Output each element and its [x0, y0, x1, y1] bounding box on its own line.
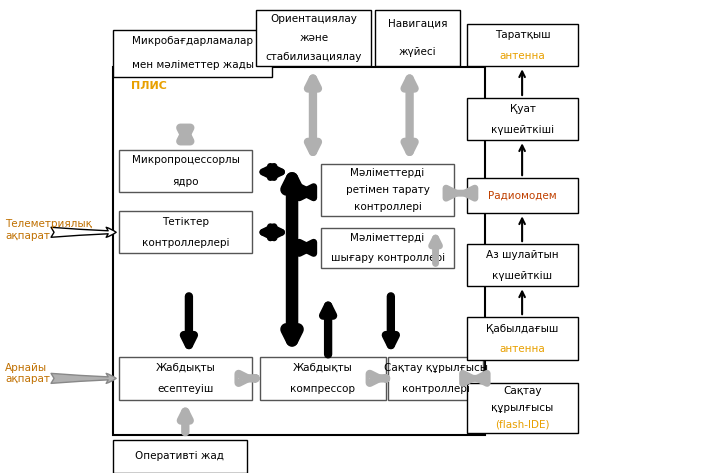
Text: антенна: антенна	[500, 51, 545, 61]
Text: есептеуіш: есептеуіш	[158, 384, 214, 394]
FancyBboxPatch shape	[119, 150, 253, 192]
Text: Мәліметтерді: Мәліметтерді	[350, 233, 425, 243]
Text: жүйесі: жүйесі	[399, 47, 437, 57]
Text: мен мәліметтер жады: мен мәліметтер жады	[132, 60, 253, 70]
FancyBboxPatch shape	[321, 228, 455, 268]
FancyBboxPatch shape	[260, 357, 386, 400]
Text: күшейткіші: күшейткіші	[491, 125, 554, 135]
Text: Микробағдарламалар: Микробағдарламалар	[132, 36, 253, 46]
FancyBboxPatch shape	[375, 10, 460, 66]
Text: Қуат: Қуат	[510, 104, 536, 114]
Text: күшейткіш: күшейткіш	[492, 271, 552, 281]
FancyBboxPatch shape	[321, 164, 455, 216]
FancyBboxPatch shape	[113, 67, 484, 435]
Text: антенна: антенна	[500, 344, 545, 354]
FancyBboxPatch shape	[119, 211, 253, 254]
Text: құрылғысы: құрылғысы	[492, 403, 554, 413]
Text: Қабылдағыш: Қабылдағыш	[487, 323, 559, 333]
Text: Микропроцессорлы: Микропроцессорлы	[132, 155, 240, 165]
Text: контроллерлері: контроллерлері	[142, 238, 230, 248]
Text: контроллері: контроллері	[353, 202, 421, 212]
Text: компрессор: компрессор	[290, 384, 355, 394]
FancyBboxPatch shape	[466, 317, 578, 359]
Text: Жабдықты: Жабдықты	[156, 363, 216, 373]
Text: Тетіктер: Тетіктер	[162, 217, 209, 227]
FancyBboxPatch shape	[113, 30, 272, 77]
Text: контроллері: контроллері	[402, 384, 469, 394]
FancyBboxPatch shape	[256, 10, 371, 66]
FancyBboxPatch shape	[466, 178, 578, 213]
Text: және: және	[299, 33, 328, 43]
Text: ретімен тарату: ретімен тарату	[345, 185, 429, 195]
FancyBboxPatch shape	[119, 357, 253, 400]
FancyBboxPatch shape	[466, 244, 578, 286]
FancyBboxPatch shape	[113, 439, 247, 473]
Text: Аз шулайтын: Аз шулайтын	[486, 250, 559, 260]
Text: Таратқыш: Таратқыш	[494, 29, 550, 40]
Text: ПЛИС: ПЛИС	[131, 82, 167, 91]
Text: стабилизациялау: стабилизациялау	[266, 52, 362, 62]
Text: шығару контроллері: шығару контроллері	[331, 253, 445, 263]
Text: Сақтау: Сақтау	[503, 386, 542, 396]
Text: Мәліметтерді: Мәліметтерді	[350, 168, 425, 178]
Text: Оперативті жад: Оперативті жад	[135, 451, 224, 461]
Text: Телеметриялық
ақпарат: Телеметриялық ақпарат	[5, 219, 92, 241]
Text: Арнайы
ақпарат: Арнайы ақпарат	[5, 363, 50, 384]
Text: Радиомодем: Радиомодем	[488, 191, 557, 201]
Text: (flash-IDE): (flash-IDE)	[495, 419, 550, 429]
FancyBboxPatch shape	[466, 24, 578, 66]
Text: Сақтау құрылғысы: Сақтау құрылғысы	[384, 363, 487, 373]
FancyBboxPatch shape	[466, 98, 578, 140]
Text: Ориентациялау: Ориентациялау	[270, 14, 357, 24]
FancyBboxPatch shape	[466, 383, 578, 433]
Text: Жабдықты: Жабдықты	[292, 363, 353, 373]
FancyBboxPatch shape	[388, 357, 483, 400]
Text: ядро: ядро	[172, 177, 199, 187]
Text: Навигация: Навигация	[388, 19, 447, 29]
